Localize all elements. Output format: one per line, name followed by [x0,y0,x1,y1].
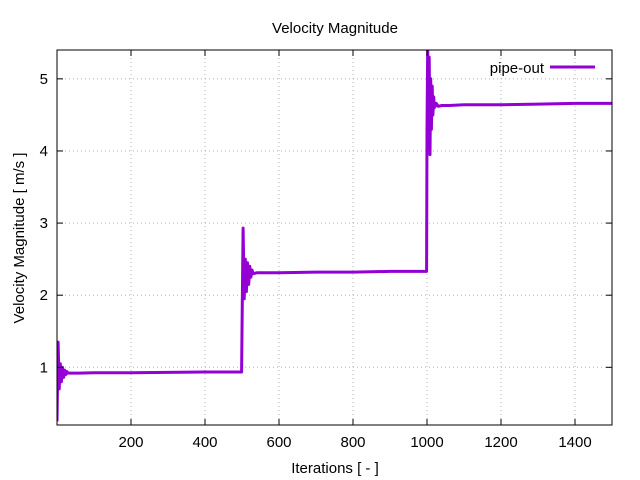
x-tick-label: 1000 [410,434,443,451]
x-tick-label: 200 [118,434,143,451]
y-tick-label: 1 [40,359,48,376]
y-axis-label: Velocity Magnitude [ m/s ] [11,153,28,324]
legend-label: pipe-out [490,60,545,77]
x-axis-label: Iterations [ - ] [291,460,379,477]
x-tick-label: 1400 [558,434,591,451]
x-tick-label: 800 [340,434,365,451]
series-layer [57,50,612,422]
plot-frame [56,49,613,426]
y-tick-label: 5 [40,71,48,88]
y-tick-label: 4 [40,143,48,160]
x-tick-label: 1200 [484,434,517,451]
axis-ticks: 200 400 600 800 1000 1200 1400 1 2 3 4 5 [40,50,612,451]
x-tick-label: 600 [266,434,291,451]
y-tick-label: 3 [40,215,48,232]
grid [57,50,612,425]
chart-title: Velocity Magnitude [272,20,398,37]
y-tick-label: 2 [40,287,48,304]
legend: pipe-out [490,60,595,77]
series-line-pipe-out [57,50,612,422]
x-tick-label: 400 [192,434,217,451]
